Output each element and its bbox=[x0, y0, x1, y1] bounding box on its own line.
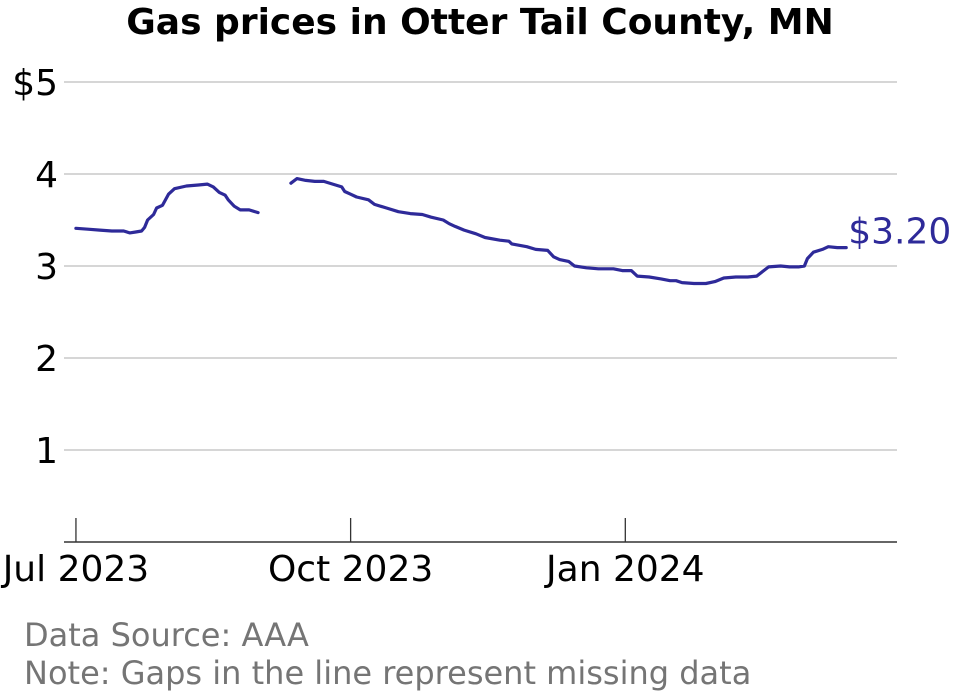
price-line-segment bbox=[74, 182, 260, 235]
y-axis-ticks: 1 2 3 4 $5 bbox=[12, 63, 58, 472]
y-tick-label: 3 bbox=[35, 247, 58, 288]
x-tick-label: Jan 2024 bbox=[544, 549, 705, 590]
gridlines bbox=[64, 81, 897, 451]
y-tick-label: 1 bbox=[35, 431, 58, 472]
y-tick-label: $5 bbox=[12, 63, 58, 104]
line-chart: 1 2 3 4 $5 Jul 2023 Oct 2023 Jan 2024 $3.20 bbox=[1, 63, 952, 590]
x-tick-label: Jul 2023 bbox=[1, 549, 150, 590]
x-axis: Jul 2023 Oct 2023 Jan 2024 bbox=[1, 518, 897, 590]
price-line-segment bbox=[289, 177, 848, 286]
x-tick-label: Oct 2023 bbox=[268, 549, 433, 590]
series-lines bbox=[74, 177, 848, 286]
data-source-note: Data Source: AAA bbox=[24, 616, 309, 654]
chart-title: Gas prices in Otter Tail County, MN bbox=[126, 2, 834, 43]
gaps-note: Note: Gaps in the line represent missing… bbox=[24, 654, 752, 692]
end-value-label: $3.20 bbox=[848, 212, 951, 253]
y-tick-label: 4 bbox=[35, 155, 58, 196]
y-tick-label: 2 bbox=[35, 339, 58, 380]
